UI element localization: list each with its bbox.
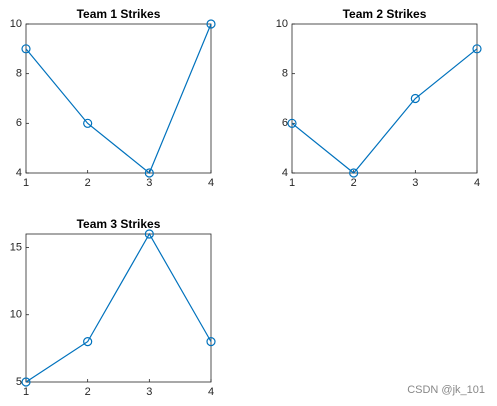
- y-tick-label: 10: [276, 18, 288, 30]
- x-tick-label: 4: [208, 177, 214, 189]
- data-point: [21, 44, 31, 54]
- y-tick-label: 5: [16, 376, 22, 388]
- data-point: [410, 93, 420, 104]
- data-point: [144, 229, 154, 239]
- y-tick-label: 8: [282, 68, 288, 80]
- y-tick-label: 8: [16, 68, 22, 80]
- x-tick-label: 2: [85, 386, 91, 398]
- axes-box: [25, 233, 212, 383]
- data-point: [287, 118, 297, 128]
- x-tick-label: 1: [23, 386, 29, 398]
- y-tick-label: 10: [10, 309, 22, 321]
- y-tick-label: 4: [16, 167, 22, 179]
- y-tick-label: 15: [10, 241, 22, 253]
- data-point: [83, 118, 93, 128]
- y-tick-label: 10: [10, 18, 22, 30]
- x-tick-label: 3: [412, 177, 418, 189]
- axes-box: [25, 23, 212, 174]
- watermark: CSDN @jk_101: [407, 384, 485, 396]
- data-point: [206, 337, 216, 347]
- x-tick-label: 4: [208, 386, 214, 398]
- chart-title: Team 2 Strikes: [343, 7, 427, 21]
- y-tick-label: 4: [282, 167, 288, 179]
- chart-title: Team 1 Strikes: [77, 7, 161, 21]
- y-tick-label: 6: [282, 117, 288, 129]
- x-tick-label: 2: [85, 177, 91, 189]
- axes-box: [291, 23, 478, 174]
- data-point: [83, 337, 93, 347]
- y-tick-label: 6: [16, 117, 22, 129]
- x-tick-label: 1: [289, 177, 295, 189]
- x-tick-label: 4: [474, 177, 480, 189]
- data-line: [25, 23, 212, 174]
- data-point: [349, 168, 359, 178]
- data-point: [472, 44, 482, 54]
- x-tick-label: 2: [351, 177, 357, 189]
- x-tick-label: 1: [23, 177, 29, 189]
- chart-title: Team 3 Strikes: [77, 217, 161, 231]
- data-line: [291, 48, 478, 174]
- x-tick-label: 3: [146, 177, 152, 189]
- data-point: [144, 168, 154, 178]
- data-point: [206, 19, 216, 29]
- x-tick-label: 3: [146, 386, 152, 398]
- data-line: [25, 232, 212, 383]
- data-point: [21, 377, 31, 387]
